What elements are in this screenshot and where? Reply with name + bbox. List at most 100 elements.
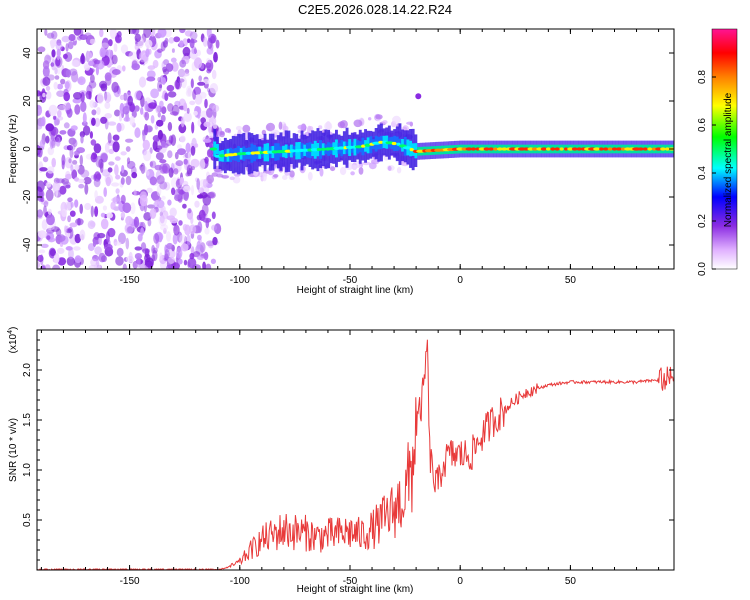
spectrogram-core-cell <box>316 147 322 152</box>
spectrogram-noise-cell <box>96 107 101 115</box>
x-tick-label: -100 <box>230 275 250 286</box>
spectrogram-noise-cell <box>168 37 175 44</box>
spectrogram-core-cell <box>642 147 648 151</box>
spectrogram-noise-cell <box>190 247 195 254</box>
spectrogram-noise-cell <box>99 47 106 58</box>
spectrogram-noise-cell <box>177 258 183 265</box>
spectrogram-noise-cell <box>157 80 163 92</box>
spectrogram-core-cell <box>289 149 296 153</box>
spectrogram-noise-cell <box>51 157 56 168</box>
spectrogram-noise-cell <box>55 42 63 51</box>
spectrogram-noise-cell <box>89 221 96 228</box>
spectrogram-noise-cell <box>78 183 85 189</box>
spectrogram-noise-cell <box>297 124 306 130</box>
spectrogram-noise-cell <box>145 170 150 176</box>
spectrogram-noise-cell <box>179 29 186 34</box>
spectrogram-noise-cell <box>103 243 113 251</box>
spectrogram-noise-cell <box>122 65 126 72</box>
spectrogram-noise-cell <box>129 115 135 126</box>
spectrogram-noise-cell <box>57 110 62 118</box>
spectrogram-noise-cell <box>206 171 210 179</box>
spectrogram-feature-cell <box>415 93 422 100</box>
x-tick-label: 0 <box>457 576 463 587</box>
spectrogram-noise-cell <box>67 197 73 202</box>
spectrogram-noise-cell <box>149 176 157 186</box>
spectrogram-noise-cell <box>190 158 200 168</box>
spectrogram-noise-cell <box>49 249 56 257</box>
spectrogram-noise-cell <box>128 51 138 60</box>
spectrogram-noise-cell <box>114 109 121 117</box>
spectrogram-noise-cell <box>74 199 79 208</box>
spectrogram-noise-cell <box>107 167 113 173</box>
colorbar-tick-label: 0.4 <box>697 166 708 180</box>
spectrogram-noise-cell <box>154 231 164 242</box>
spectrogram-noise-cell <box>200 117 206 124</box>
spectrogram-noise-cell <box>100 83 108 92</box>
colorbar-tick-label: 0.6 <box>697 118 708 132</box>
spectrogram-core-cell <box>233 152 238 156</box>
spectrogram-noise-cell <box>196 240 201 250</box>
spectrogram-noise-cell <box>37 261 41 268</box>
spectrogram-noise-cell <box>55 178 65 184</box>
spectrogram-noise-cell <box>37 254 44 263</box>
spectrogram-noise-cell <box>179 234 187 245</box>
spectrogram-noise-cell <box>51 49 56 58</box>
spectrogram-noise-cell <box>37 123 43 130</box>
spectrogram-noise-cell <box>351 164 357 170</box>
spectrogram-core-cell <box>660 147 666 151</box>
spectrogram-noise-cell <box>157 77 162 82</box>
spectrogram-noise-cell <box>111 81 119 93</box>
spectrogram-noise-cell <box>45 135 50 144</box>
spectrogram-noise-cell <box>85 90 92 100</box>
spectrogram-noise-cell <box>91 109 97 116</box>
spectrogram-noise-cell <box>138 51 148 63</box>
spectrogram-noise-cell <box>194 143 199 148</box>
spectrogram-noise-cell <box>159 100 164 109</box>
spectrogram-noise-cell <box>51 30 58 40</box>
snr-multiplier: (x104) <box>7 327 19 354</box>
spectrogram-noise-cell <box>101 37 110 50</box>
spectrogram-noise-cell <box>97 232 106 239</box>
spectrogram-noise-cell <box>41 116 46 127</box>
spectrogram-noise-cell <box>120 177 125 185</box>
spectrogram-noise-cell <box>100 218 109 230</box>
spectrogram-noise-cell <box>133 216 140 228</box>
spectrogram-noise-cell <box>112 196 122 205</box>
spectrogram-noise-cell <box>69 222 78 228</box>
spectrogram-noise-cell <box>64 225 68 233</box>
x-tick-label: -100 <box>230 576 250 587</box>
spectrogram-noise-cell <box>63 181 71 188</box>
y-tick-label: -40 <box>22 237 33 252</box>
spectrogram-noise-cell <box>160 224 169 231</box>
spectrogram-noise-cell <box>93 177 101 188</box>
spectrogram-noise-cell <box>189 38 195 49</box>
spectrogram-noise-cell <box>98 252 106 263</box>
spectrogram-noise-cell <box>199 242 206 253</box>
spectrogram-noise-cell <box>216 173 224 178</box>
spectrogram-noise-cell <box>107 132 112 144</box>
spectrogram-noise-cell <box>82 125 91 136</box>
spectrogram-noise-cell <box>134 253 142 260</box>
spectrogram-noise-cell <box>68 248 74 260</box>
spectrogram-noise-cell <box>94 246 102 255</box>
spectrogram-noise-cell <box>383 155 389 161</box>
spectrogram-noise-cell <box>167 150 173 159</box>
spectrogram-noise-cell <box>79 29 84 37</box>
spectrogram-noise-cell <box>41 219 48 231</box>
spectrogram-noise-cell <box>66 145 73 151</box>
spectrogram-noise-cell <box>166 84 175 92</box>
spectrogram-noise-cell <box>206 107 213 118</box>
spectrogram-core-cell <box>354 145 363 149</box>
spectrogram-noise-cell <box>118 110 123 122</box>
spectrogram-noise-cell <box>125 175 132 186</box>
spectrogram-noise-cell <box>134 105 140 112</box>
spectrogram-noise-cell <box>73 29 82 36</box>
spectrogram-noise-cell <box>235 125 243 131</box>
spectrogram-noise-cell <box>189 31 198 40</box>
spectrogram-noise-cell <box>361 161 371 166</box>
spectrogram-noise-cell <box>50 226 60 232</box>
spectrogram-core-cell <box>550 147 556 151</box>
spectrogram-noise-cell <box>166 231 171 242</box>
spectrogram-noise-cell <box>122 263 127 269</box>
